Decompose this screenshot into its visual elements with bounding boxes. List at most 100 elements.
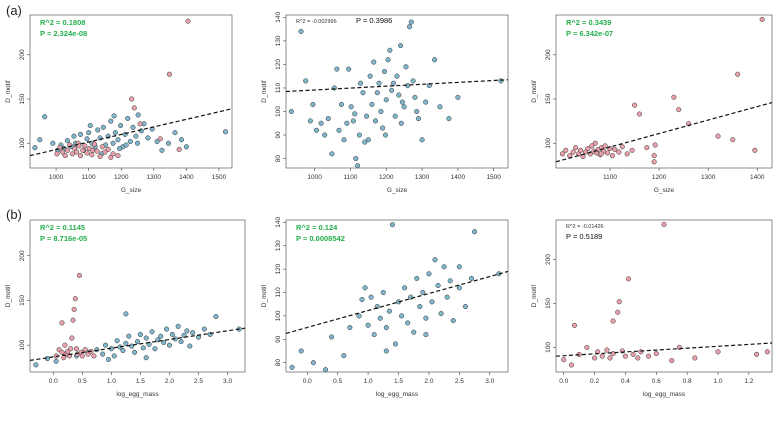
- data-point-blue: [318, 120, 324, 126]
- data-point-blue: [411, 329, 417, 335]
- data-point-blue: [133, 133, 139, 139]
- data-point-pink: [84, 150, 90, 156]
- data-point-blue: [145, 135, 151, 141]
- data-point-pink: [582, 149, 589, 155]
- regression-line: [555, 101, 773, 163]
- data-point-pink: [62, 153, 68, 159]
- data-point-blue: [123, 311, 129, 317]
- data-point-blue: [94, 347, 100, 353]
- p-value-annotation: P = 0.5189: [566, 232, 602, 241]
- data-point-blue: [394, 73, 400, 79]
- y-tick-label: 150: [545, 93, 552, 104]
- y-tick-label: 130: [275, 240, 282, 251]
- data-point-blue: [201, 326, 207, 332]
- data-point-pink: [715, 133, 721, 139]
- y-tick-label: 150: [19, 93, 26, 104]
- data-point-pink: [70, 317, 76, 323]
- data-point-blue: [123, 142, 129, 148]
- data-point-blue: [398, 120, 404, 126]
- x-tick-label: 1100: [82, 174, 96, 181]
- x-tick-label: 1300: [415, 174, 430, 181]
- data-point-blue: [405, 320, 411, 326]
- data-point-blue: [303, 78, 309, 84]
- data-point-pink: [166, 71, 172, 77]
- data-point-pink: [585, 145, 591, 152]
- data-point-blue: [438, 310, 444, 317]
- data-point-blue: [371, 59, 377, 65]
- data-point-pink: [72, 296, 78, 302]
- data-point-blue: [419, 137, 425, 143]
- data-point-blue: [444, 294, 450, 300]
- data-point-blue: [161, 339, 167, 346]
- data-point-blue: [143, 355, 149, 361]
- data-point-pink: [105, 146, 111, 152]
- data-point-blue: [123, 340, 129, 346]
- y-axis-label: D_motif: [5, 80, 12, 103]
- x-tick-label: 0.2: [590, 378, 599, 385]
- x-axis-label: log_egg_mass: [116, 391, 159, 398]
- data-point-blue: [378, 108, 384, 115]
- x-tick-label: 1500: [212, 174, 227, 181]
- data-point-blue: [471, 229, 478, 235]
- x-tick-label: 0.0: [559, 378, 568, 385]
- data-point-blue: [95, 127, 101, 133]
- data-point-blue: [111, 353, 117, 359]
- data-point-pink: [570, 149, 576, 155]
- data-point-blue: [462, 303, 468, 310]
- data-point-pink: [599, 353, 605, 359]
- y-tick-label: 130: [275, 35, 282, 46]
- x-axis-label: G_size: [654, 187, 675, 194]
- y-tick-label: 110: [275, 82, 282, 93]
- data-point-pink: [108, 154, 114, 160]
- data-point-blue: [435, 282, 441, 289]
- data-point-blue: [352, 111, 358, 117]
- data-point-pink: [609, 153, 616, 159]
- y-tick-label: 140: [275, 12, 282, 23]
- data-point-blue: [325, 116, 331, 122]
- x-tick-label: 1200: [114, 174, 129, 181]
- panel-label-a: (a): [6, 3, 22, 18]
- data-point-pink: [54, 151, 60, 157]
- data-point-pink: [64, 147, 71, 153]
- data-point-pink: [735, 71, 741, 77]
- data-point-blue: [100, 124, 106, 130]
- data-point-blue: [356, 313, 362, 319]
- data-point-pink: [584, 344, 590, 350]
- data-point-pink: [635, 355, 641, 361]
- data-point-blue: [468, 275, 475, 282]
- data-point-blue: [184, 328, 190, 334]
- data-point-blue: [84, 136, 90, 142]
- y-tick-label: 200: [19, 250, 26, 261]
- data-point-blue: [383, 348, 389, 354]
- data-point-blue: [359, 296, 365, 303]
- data-point-pink: [752, 147, 758, 153]
- data-point-blue: [432, 257, 438, 263]
- data-point-blue: [423, 332, 429, 338]
- data-point-pink: [60, 149, 66, 155]
- data-point-blue: [187, 343, 193, 349]
- x-tick-label: 1200: [652, 174, 667, 181]
- x-tick-label: 1.0: [364, 378, 373, 385]
- r-squared-annotation: R^2 = 0.124: [296, 223, 338, 232]
- data-point-blue: [386, 308, 392, 314]
- data-point-blue: [390, 80, 396, 86]
- data-point-pink: [764, 349, 770, 355]
- y-tick-label: 110: [275, 287, 282, 298]
- regression-line: [29, 327, 246, 361]
- data-point-pink: [612, 146, 618, 152]
- data-point-blue: [102, 342, 109, 348]
- x-tick-label: 0.5: [333, 378, 342, 385]
- p-value-annotation: P = 6.342e-07: [566, 29, 613, 38]
- data-point-blue: [338, 101, 345, 107]
- data-point-pink: [62, 342, 68, 348]
- data-point-pink: [676, 107, 682, 113]
- data-point-blue: [134, 140, 141, 146]
- chart-1: 1000 1100 1200 1300 1400 1500 100 150 200 G_size D…: [5, 14, 233, 194]
- x-tick-label: 1300: [701, 174, 716, 181]
- data-point-blue: [118, 122, 124, 129]
- chart-4: 0.0 0.5 1.0 1.5 2.0 2.5 3.0 100 150 200 log_egg_ma…: [5, 219, 246, 398]
- regression-line: [555, 342, 773, 357]
- data-point-blue: [412, 94, 418, 100]
- r-squared-annotation: R^2 = 0.1145: [40, 223, 85, 232]
- data-point-blue: [367, 73, 373, 79]
